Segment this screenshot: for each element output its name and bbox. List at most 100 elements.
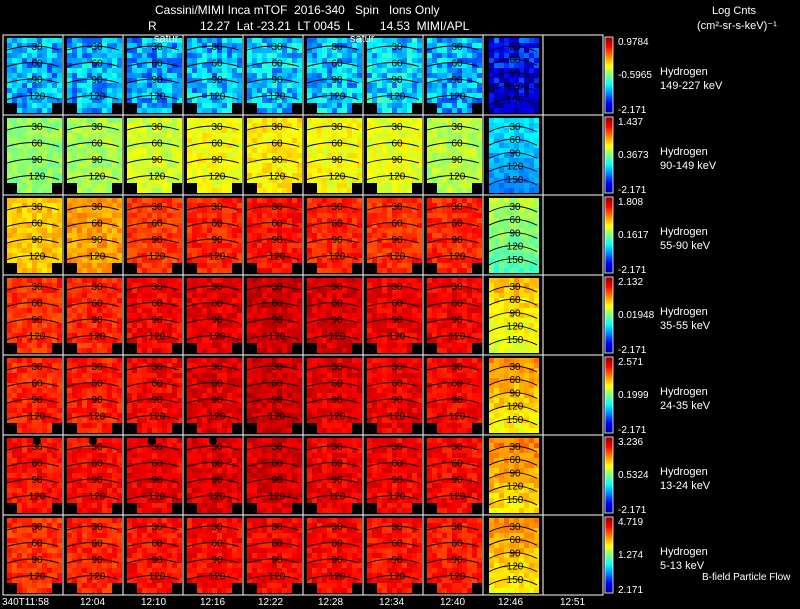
- sky-map-cell: 30 60 90 120: [302, 115, 362, 195]
- contour-line: [426, 158, 480, 164]
- contour-line: [186, 575, 240, 580]
- sky-map-cell: 30 60 90 120 150: [482, 515, 539, 595]
- contour-label: 120: [389, 172, 406, 183]
- contour-line: [126, 78, 180, 84]
- contour-line: [426, 222, 480, 227]
- contour-label: 30: [211, 42, 223, 53]
- contour-label: 60: [151, 459, 163, 470]
- contour-line: [6, 205, 60, 211]
- contour-label: 30: [391, 442, 403, 453]
- contour-line: [66, 382, 120, 387]
- saturn-marker-dot: [209, 437, 217, 445]
- contour-line: [426, 478, 480, 484]
- contour-label: 120: [209, 332, 226, 343]
- contour-line: [488, 58, 538, 66]
- contour-label: 60: [91, 139, 103, 150]
- contour-line: [306, 495, 360, 500]
- contour-label: 90: [331, 155, 343, 166]
- contour-line: [366, 415, 420, 420]
- contour-line: [488, 151, 538, 159]
- contour-line: [488, 165, 538, 173]
- contour-label: 90: [271, 235, 283, 246]
- contour-line: [126, 525, 180, 531]
- contour-label: 30: [391, 42, 403, 53]
- contour-line: [186, 62, 240, 67]
- colorbar: [604, 436, 614, 514]
- contour-label: 90: [31, 75, 43, 86]
- contour-line: [6, 525, 60, 531]
- sky-map-cell: 30 60 90 120: [6, 118, 62, 193]
- contour-line: [366, 125, 420, 131]
- contour-line: [66, 398, 120, 404]
- contour-label: 120: [269, 492, 286, 503]
- contour-label: 60: [509, 295, 521, 306]
- contour-line: [6, 158, 60, 164]
- contour-line: [6, 575, 60, 580]
- contour-line: [66, 62, 120, 67]
- sky-map-cell: 30 60 90 120: [62, 195, 122, 275]
- contour-label: 120: [29, 172, 46, 183]
- contour-line: [306, 175, 360, 180]
- contour-label: 30: [151, 282, 163, 293]
- sky-map-cell: 30 60 90 120: [362, 275, 422, 355]
- contour-label: 30: [509, 202, 521, 213]
- contour-label: 60: [331, 379, 343, 390]
- contour-label: 150: [507, 495, 524, 506]
- contour-line: [126, 45, 180, 51]
- contour-label: 90: [509, 308, 521, 319]
- contour-line: [488, 325, 538, 333]
- contour-label: 30: [151, 442, 163, 453]
- contour-line: [186, 478, 240, 484]
- contour-line: [246, 335, 300, 340]
- contour-label: 30: [91, 282, 103, 293]
- colorbar: [604, 356, 614, 434]
- contour-label: 60: [31, 539, 43, 550]
- contour-line: [186, 142, 240, 147]
- time-tick-label: 12:28: [318, 597, 344, 608]
- contour-line: [66, 525, 120, 531]
- contour-line: [488, 245, 538, 253]
- sky-map-cell: 30 60 90 120 150: [482, 355, 539, 435]
- colorbar-mid-value: 1.274: [618, 550, 644, 561]
- contour-label: 120: [149, 492, 166, 503]
- contour-line: [426, 175, 480, 180]
- contour-line: [246, 45, 300, 51]
- sky-map-cell: 30 60 90 120: [62, 355, 122, 435]
- sky-map-cell: 30 60 90 120: [242, 275, 302, 355]
- contour-label: 90: [391, 475, 403, 486]
- contour-label: 150: [507, 175, 524, 186]
- contour-label: 60: [151, 379, 163, 390]
- contour-label: 30: [271, 442, 283, 453]
- contour-label: 90: [211, 395, 223, 406]
- contour-label: 120: [29, 332, 46, 343]
- contour-line: [488, 338, 538, 346]
- contour-label: 90: [271, 475, 283, 486]
- contour-label: 90: [151, 235, 163, 246]
- contour-label: 120: [389, 492, 406, 503]
- sky-map-cell: 30 60 90 120: [242, 435, 302, 515]
- contour-label: 90: [451, 395, 463, 406]
- contour-line: [186, 238, 240, 244]
- colorbar: [604, 516, 614, 594]
- sky-map-cell: 30 60 90 120: [242, 35, 302, 115]
- contour-label: 30: [151, 522, 163, 533]
- contour-line: [306, 45, 360, 51]
- sky-map-cell: 30 60 90 120: [182, 355, 242, 435]
- contour-label: 30: [331, 282, 343, 293]
- contour-line: [126, 318, 180, 324]
- contour-line: [186, 445, 240, 451]
- sky-map-cell: 30 60 90 120: [362, 515, 422, 595]
- contour-line: [6, 318, 60, 324]
- contour-label: 30: [211, 362, 223, 373]
- contour-label: 90: [91, 395, 103, 406]
- contour-line: [246, 542, 300, 547]
- contour-label: 90: [211, 235, 223, 246]
- contour-label: 120: [329, 492, 346, 503]
- contour-label: 60: [91, 219, 103, 230]
- contour-label: 60: [151, 299, 163, 310]
- contour-label: 120: [89, 332, 106, 343]
- contour-line: [6, 495, 60, 500]
- contour-line: [366, 78, 420, 84]
- contour-line: [186, 95, 240, 100]
